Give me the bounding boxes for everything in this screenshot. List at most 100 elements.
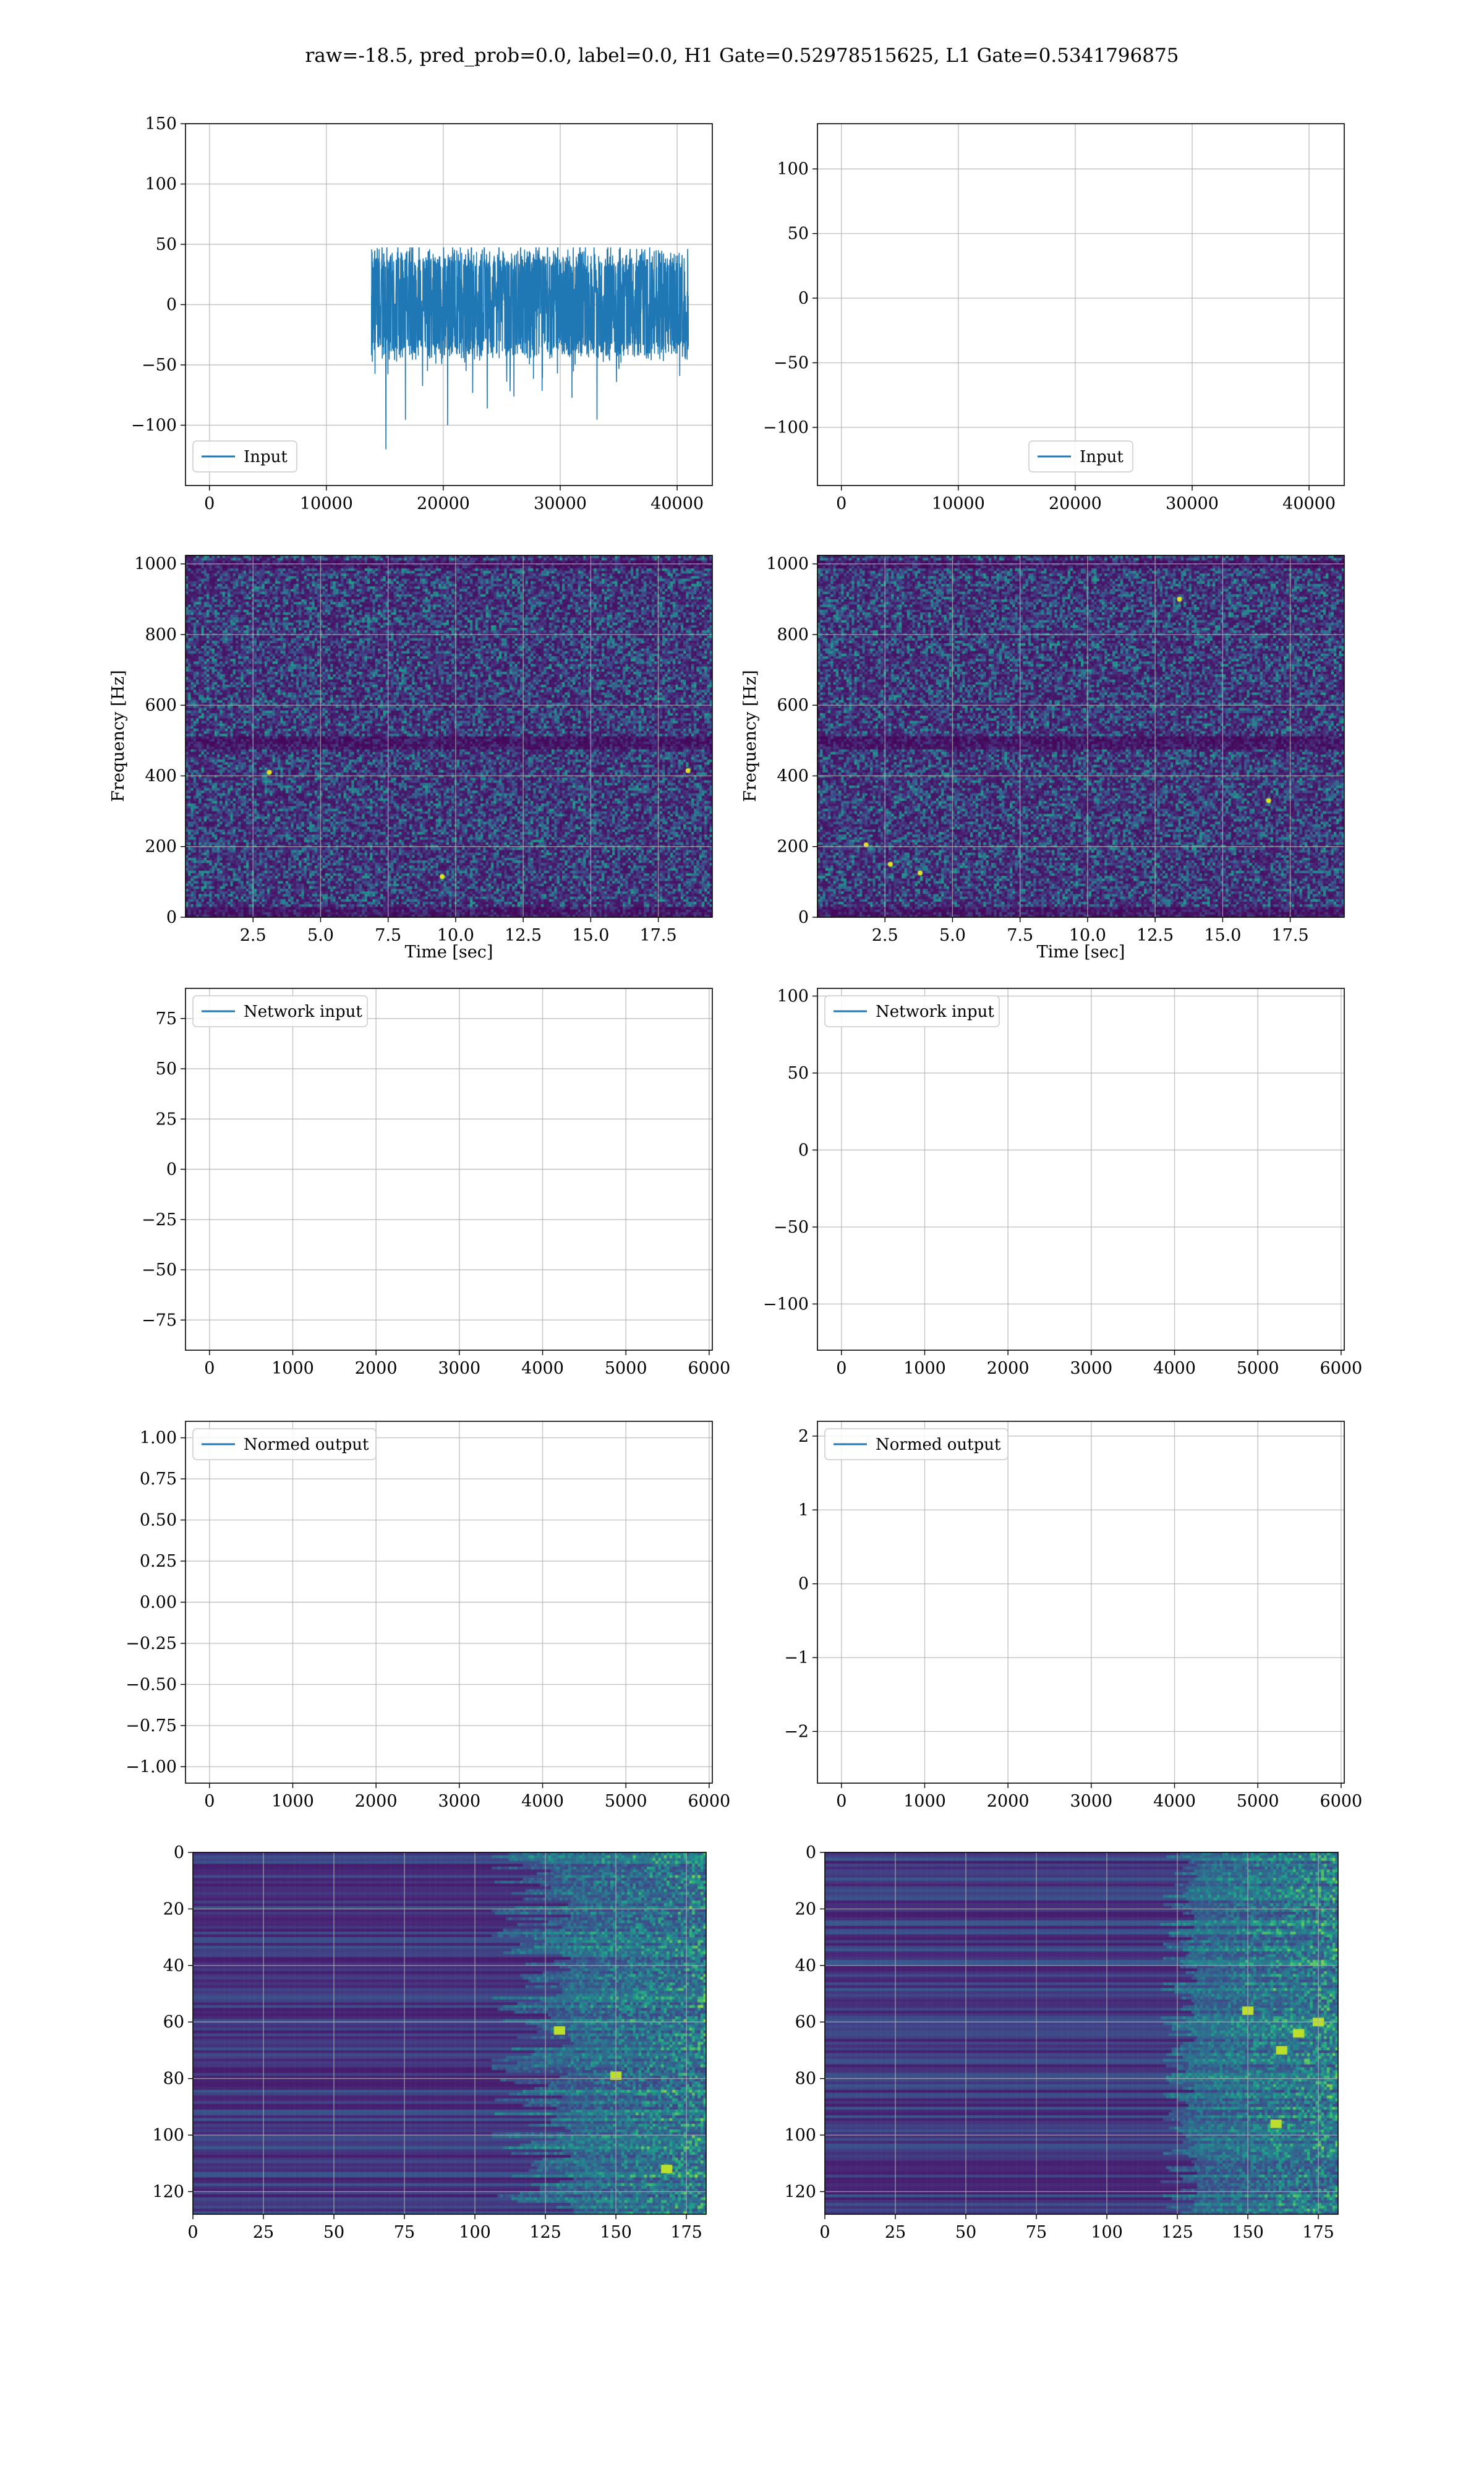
panel-input-l1: 0 10000 20000 30000 40000 −100 −50 0 50 100 Input bbox=[763, 123, 1345, 513]
y-tick-label: 0.25 bbox=[140, 1552, 177, 1571]
x-tick-label: 40000 bbox=[650, 494, 704, 513]
y-axis-label: Frequency [Hz] bbox=[741, 670, 760, 802]
panel-input-h1: 0 10000 20000 30000 40000 −100 −50 0 50 100 150 In… bbox=[131, 114, 713, 513]
plot-area bbox=[817, 988, 1344, 1350]
y-tick-label: 0 bbox=[806, 1843, 816, 1862]
x-tick-label: 6000 bbox=[1320, 1359, 1363, 1378]
x-tick-label: 3000 bbox=[438, 1359, 480, 1378]
panel-feature-map-l1: 0 25 50 75 100 125 150 175 0 20 40 60 80 100 120 bbox=[784, 1843, 1339, 2242]
grid-lines bbox=[186, 1421, 712, 1783]
x-tick-label: 4000 bbox=[1153, 1792, 1196, 1811]
x-tick-label: 3000 bbox=[1070, 1359, 1112, 1378]
legend-label: Normed output bbox=[876, 1436, 1001, 1454]
y-tick-label: 600 bbox=[145, 696, 177, 715]
y-tick-label: 80 bbox=[163, 2070, 184, 2089]
heatmap-image bbox=[193, 1852, 706, 2214]
y-tick-label: 25 bbox=[156, 1110, 177, 1129]
series-path bbox=[371, 247, 689, 450]
y-tick-label: 50 bbox=[788, 1064, 809, 1083]
x-tick-label: 0 bbox=[204, 494, 215, 513]
y-tick-label: 1 bbox=[798, 1500, 809, 1520]
x-tick-label: 125 bbox=[1161, 2223, 1193, 2242]
y-tick-label: 80 bbox=[795, 2070, 816, 2089]
y-tick-label: −100 bbox=[763, 1295, 809, 1314]
y-tick-label: 200 bbox=[145, 837, 177, 857]
x-tick-label: 75 bbox=[394, 2223, 415, 2242]
x-tick-label: 1000 bbox=[271, 1792, 314, 1811]
legend-box bbox=[1028, 440, 1133, 473]
tick-group: 0 1000 2000 3000 4000 5000 6000 −100 −50 0 50 100 bbox=[763, 987, 1362, 1378]
y-axis-label: Frequency [Hz] bbox=[109, 670, 128, 802]
axes-frame bbox=[817, 1421, 1345, 1784]
heatmap-canvas bbox=[186, 555, 712, 917]
tick-group: 0 10000 20000 30000 40000 −100 −50 0 50 100 bbox=[763, 160, 1336, 513]
x-tick-label: 5000 bbox=[1237, 1792, 1279, 1811]
x-tick-label: 150 bbox=[1232, 2223, 1264, 2242]
x-tick-label: 175 bbox=[670, 2223, 702, 2242]
tick-group: 0 1000 2000 3000 4000 5000 6000 −1.00 −0.75 −0.50… bbox=[126, 1429, 730, 1811]
axes-frame bbox=[185, 555, 713, 918]
heatmap-canvas bbox=[193, 1852, 706, 2214]
legend: Input bbox=[1028, 440, 1133, 473]
legend: Network input bbox=[824, 995, 1000, 1027]
heatmap-image bbox=[186, 555, 712, 917]
y-tick-label: −0.50 bbox=[126, 1675, 177, 1694]
x-tick-label: 175 bbox=[1302, 2223, 1334, 2242]
y-tick-label: −0.75 bbox=[126, 1716, 177, 1736]
y-tick-label: 2 bbox=[798, 1427, 809, 1446]
y-tick-label: 0.50 bbox=[140, 1511, 177, 1530]
y-tick-label: 0 bbox=[798, 289, 809, 308]
series-line bbox=[371, 247, 689, 450]
y-tick-label: 120 bbox=[784, 2182, 816, 2201]
legend-box bbox=[192, 1428, 377, 1460]
panel-feature-map-h1: 0 25 50 75 100 125 150 175 0 20 40 60 80 100 120 bbox=[152, 1843, 707, 2242]
x-tick-label: 4000 bbox=[1153, 1359, 1196, 1378]
legend-label: Normed output bbox=[244, 1436, 369, 1454]
y-tick-label: −0.25 bbox=[126, 1634, 177, 1653]
y-tick-label: 75 bbox=[156, 1009, 177, 1029]
y-tick-label: −50 bbox=[142, 356, 177, 375]
x-tick-label: 5000 bbox=[605, 1792, 647, 1811]
y-tick-label: 150 bbox=[145, 114, 177, 134]
y-tick-label: 0 bbox=[798, 908, 809, 927]
x-tick-label: 30000 bbox=[1166, 494, 1219, 513]
legend-box bbox=[192, 440, 297, 473]
panel-spectrogram-l1: 2.5 5.0 7.5 10.0 12.5 15.0 17.5 0 200 400 600 800 10… bbox=[741, 555, 1345, 962]
x-tick-label: 2000 bbox=[987, 1359, 1030, 1378]
x-tick-label: 4000 bbox=[521, 1792, 564, 1811]
legend-label: Input bbox=[244, 448, 288, 466]
legend-box bbox=[824, 1428, 1009, 1460]
tick-group: 2.5 5.0 7.5 10.0 12.5 15.0 17.5 0 200 400 600 800 10… bbox=[766, 555, 1308, 945]
grid-lines bbox=[817, 124, 1344, 486]
x-tick-label: 1000 bbox=[271, 1359, 314, 1378]
y-tick-label: 120 bbox=[152, 2182, 184, 2201]
x-tick-label: 2.5 bbox=[240, 926, 267, 945]
y-tick-label: 400 bbox=[145, 766, 177, 785]
x-tick-label: 1000 bbox=[903, 1359, 946, 1378]
x-tick-label: 2000 bbox=[987, 1792, 1030, 1811]
x-tick-label: 75 bbox=[1026, 2223, 1047, 2242]
x-tick-label: 2000 bbox=[355, 1359, 398, 1378]
x-tick-label: 50 bbox=[955, 2223, 976, 2242]
x-tick-label: 5000 bbox=[605, 1359, 647, 1378]
x-tick-label: 3000 bbox=[438, 1792, 480, 1811]
tick-group: 0 25 50 75 100 125 150 175 0 20 40 60 80 100 120 bbox=[152, 1843, 702, 2242]
x-tick-label: 0 bbox=[836, 494, 846, 513]
y-tick-label: 0 bbox=[798, 1141, 809, 1160]
x-tick-label: 100 bbox=[459, 2223, 491, 2242]
panel-spectrogram-h1: 2.5 5.0 7.5 10.0 12.5 15.0 17.5 0 200 400 600 800 10… bbox=[109, 555, 713, 962]
y-tick-label: 100 bbox=[777, 987, 809, 1006]
y-tick-label: 0 bbox=[166, 1160, 177, 1179]
tick-group: 0 1000 2000 3000 4000 5000 6000 −75 −50 −25 0 25 50 7… bbox=[142, 1009, 730, 1378]
y-tick-label: 100 bbox=[784, 2126, 816, 2145]
y-tick-label: 40 bbox=[795, 1956, 816, 1975]
axes-frame bbox=[192, 1852, 707, 2215]
x-tick-label: 6000 bbox=[688, 1792, 731, 1811]
x-tick-label: 0 bbox=[204, 1359, 215, 1378]
y-tick-label: 0 bbox=[166, 908, 177, 927]
y-tick-label: −50 bbox=[774, 1218, 809, 1237]
x-tick-label: 20000 bbox=[1049, 494, 1102, 513]
panel-normed-output-h1: 0 1000 2000 3000 4000 5000 6000 −1.00 −0.75 −0.50… bbox=[126, 1421, 730, 1811]
legend: Network input bbox=[192, 995, 368, 1027]
